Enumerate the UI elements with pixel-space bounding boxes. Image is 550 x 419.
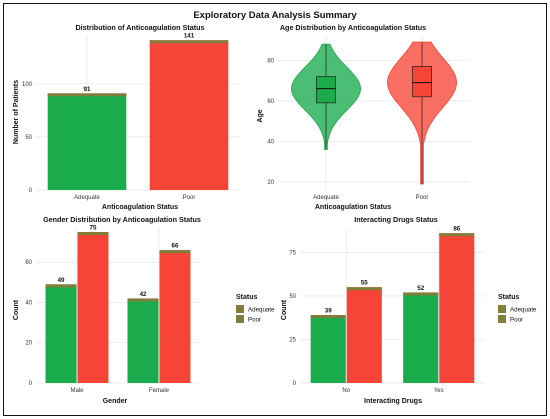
legend-key-poor <box>498 315 506 323</box>
legend-label-adequate: Adequate <box>248 307 275 314</box>
y-tick-label: 25 <box>289 337 296 343</box>
data-label: 55 <box>361 280 368 287</box>
y-tick-label: 0 <box>293 381 297 387</box>
legend-label-poor: Poor <box>510 317 523 324</box>
bar-cap <box>45 284 77 288</box>
x-axis-label: Interacting Drugs <box>364 398 422 405</box>
y-tick-label: 75 <box>289 250 296 256</box>
panel-title: Interacting Drugs Status <box>354 215 437 224</box>
x-tick-label: Poor <box>416 195 429 201</box>
figure-title: Exploratory Data Analysis Summary <box>193 10 357 21</box>
x-tick-label: Female <box>149 388 170 394</box>
legend-label-poor: Poor <box>248 317 261 324</box>
legend: Status Adequate Poor <box>236 294 275 324</box>
data-label: 91 <box>84 86 91 93</box>
y-tick-label: 50 <box>25 135 32 141</box>
legend-title: Status <box>498 294 520 301</box>
plot-area: 0 50 100 Adequate 91 Poor 141 <box>22 33 240 201</box>
bar-cap <box>403 292 439 296</box>
bar-cap <box>439 233 475 237</box>
data-label: 86 <box>453 226 460 233</box>
x-tick-label: Male <box>70 388 84 394</box>
bar-cap <box>127 298 159 302</box>
bar-cap <box>159 250 191 254</box>
panel-interacting-drugs: Interacting Drugs Status 0 25 50 75 No 39 55 Ye… <box>281 215 537 405</box>
bar-poor-poor <box>149 40 229 190</box>
plot-area: 0 20 40 60 Male 49 75 Female 42 66 <box>25 225 200 394</box>
bar-poor-no <box>346 287 382 383</box>
y-axis-label: Count <box>13 299 20 320</box>
panel-title: Gender Distribution by Anticoagulation S… <box>43 215 201 224</box>
box-adequate <box>316 76 336 104</box>
legend-key-adequate <box>498 305 506 313</box>
bar-cap <box>149 40 229 44</box>
bar-cap <box>47 93 127 97</box>
legend-title: Status <box>236 294 258 301</box>
x-tick-label: No <box>342 388 350 394</box>
panel-title: Age Distribution by Anticoagulation Stat… <box>280 23 426 32</box>
data-label: 49 <box>58 277 65 284</box>
y-tick-label: 40 <box>267 139 274 145</box>
data-label: 141 <box>184 33 195 40</box>
panel-title: Distribution of Anticoagulation Status <box>75 23 204 32</box>
y-axis-label: Age <box>257 109 264 122</box>
y-tick-label: 0 <box>29 381 33 387</box>
bar-cap <box>310 315 346 319</box>
y-tick-label: 20 <box>267 180 274 186</box>
y-tick-label: 40 <box>25 300 32 306</box>
legend-key-poor <box>236 315 244 323</box>
bar-adequate-adequate <box>47 93 127 190</box>
legend-label-adequate: Adequate <box>510 307 537 314</box>
data-label: 75 <box>90 225 97 232</box>
plot-area: 20 40 60 80 Adequate Poor <box>267 36 470 201</box>
y-tick-label: 60 <box>267 99 274 105</box>
bar-poor-male <box>77 232 109 383</box>
panel-status-distribution: Distribution of Anticoagulation Status 0… <box>13 23 240 211</box>
x-tick-label: Adequate <box>74 195 100 201</box>
x-axis-label: Anticoagulation Status <box>315 204 391 211</box>
panel-age-distribution: Age Distribution by Anticoagulation Stat… <box>257 23 470 211</box>
x-tick-label: Yes <box>434 388 444 394</box>
x-tick-label: Poor <box>183 195 196 201</box>
x-axis-label: Anticoagulation Status <box>102 204 178 211</box>
y-tick-label: 100 <box>22 82 33 88</box>
legend: Status Adequate Poor <box>498 294 537 324</box>
legend-key-adequate <box>236 305 244 313</box>
y-axis-label: Number of Patients <box>13 80 20 144</box>
bar-poor-yes <box>439 233 475 383</box>
bar-adequate-male <box>45 284 77 383</box>
y-axis-label: Count <box>281 299 288 320</box>
bar-cap <box>77 232 109 236</box>
y-tick-label: 60 <box>25 260 32 266</box>
bar-adequate-female <box>127 298 159 383</box>
data-label: 66 <box>172 243 179 250</box>
data-label: 39 <box>325 308 332 315</box>
y-tick-label: 50 <box>289 294 296 300</box>
panel-gender-distribution: Gender Distribution by Anticoagulation S… <box>13 215 275 405</box>
box-poor <box>412 66 432 98</box>
bar-cap <box>346 287 382 291</box>
plot-area: 0 25 50 75 No 39 55 Yes 52 86 <box>289 226 485 394</box>
data-label: 42 <box>140 291 147 298</box>
bar-adequate-no <box>310 315 346 383</box>
y-tick-label: 20 <box>25 341 32 347</box>
data-label: 52 <box>417 285 424 292</box>
bar-adequate-yes <box>403 292 439 383</box>
x-tick-label: Adequate <box>313 195 339 201</box>
y-tick-label: 0 <box>29 188 33 194</box>
bar-poor-female <box>159 250 191 383</box>
y-tick-label: 80 <box>267 58 274 64</box>
x-axis-label: Gender <box>103 398 128 405</box>
